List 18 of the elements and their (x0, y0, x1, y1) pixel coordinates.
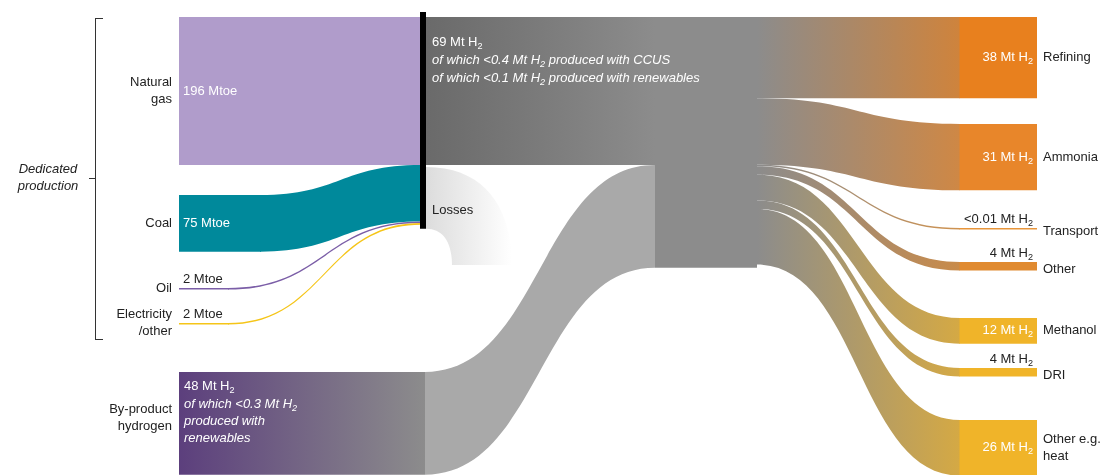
category-label: Coal (145, 214, 173, 230)
text: Dedicated production (16, 161, 79, 194)
category-label: Natural gas (130, 74, 173, 107)
category-label: Other (1043, 260, 1077, 276)
category-label: Methanol (1043, 322, 1097, 338)
category-label: Other e.g. heat (1043, 430, 1101, 463)
category-label: Ammonia (1043, 148, 1099, 164)
category-label: Transport (1043, 223, 1099, 239)
data-label: 2 Mtoe (183, 305, 223, 321)
category-label: Electricity /other (116, 306, 173, 339)
category-label: By-product hydrogen (109, 401, 173, 434)
data-label: 196 Mtoe (183, 82, 238, 98)
data-label: 2 Mtoe (183, 270, 223, 286)
category-label: Losses (432, 201, 474, 217)
category-label: Refining (1043, 49, 1091, 65)
data-label: 75 Mtoe (183, 214, 230, 230)
category-label: Oil (156, 279, 173, 295)
category-label: DRI (1043, 366, 1066, 382)
